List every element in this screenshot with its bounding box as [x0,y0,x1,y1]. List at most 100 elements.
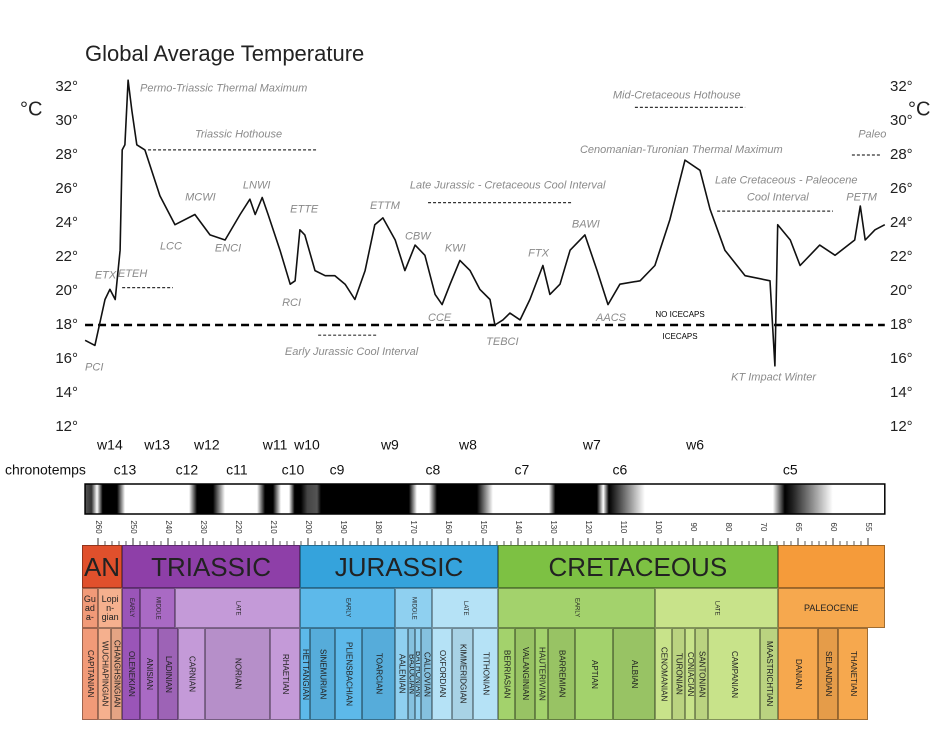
y-tick-label: 30° [55,112,78,129]
stage: ALBIAN [612,628,655,720]
stage: CENOMANIAN [654,628,672,720]
annotation: Late Jurassic - Cretaceous Cool Interval [410,180,606,192]
period [777,545,885,588]
stage: APTIAN [575,628,613,720]
y2-tick-label: 28° [890,146,913,163]
annotation: FTX [528,248,549,260]
stage: SELANDIAN [818,628,838,720]
annotation: PCI [85,361,103,373]
x-tick-label: 160 [444,520,453,534]
y-tick-label: 26° [55,180,78,197]
epoch: EARLY [498,588,655,628]
annotation: Cool Interval [747,191,809,203]
x-tick-label: 55 [864,523,873,532]
chronotemp-label: c10 [282,462,305,478]
y-tick-label: 16° [55,350,78,367]
x-tick-label: 110 [619,521,628,534]
chronotemp-bar [84,483,886,515]
y2-axis-label: °C [908,98,930,120]
stage: SANTONIAN [695,628,709,720]
stage: RHAETIAN [269,628,300,720]
stage: ANISIAN [140,628,158,720]
x-tick-label: 120 [584,520,593,534]
warm-interval-label: w9 [380,437,399,453]
x-tick-label: 180 [374,520,383,534]
annotation: LCC [160,241,182,253]
annotation: LNWI [243,180,271,192]
annotation: ENCI [215,242,241,254]
x-tick-label: 140 [514,520,523,534]
epoch: EARLY [122,588,140,628]
epoch: EARLY [299,588,396,628]
annotation: ETX [95,270,117,282]
x-tick-label: 130 [549,520,558,534]
y-tick-label: 12° [55,418,78,435]
warm-interval-label: w10 [293,437,320,453]
annotation: PETM [846,191,877,203]
stage: BAJOCIAN [408,628,416,720]
x-tick-label: 200 [304,520,313,534]
threshold-label: ICECAPS [662,332,697,341]
y-tick-label: 28° [55,146,78,163]
stage: CONIACIAN [684,628,696,720]
stage: PLIENSBACHIAN [334,628,362,720]
stage: HETTANGIAN [299,628,311,720]
annotation: TEBCI [486,336,518,348]
stage: OLENEKIAN [122,628,140,720]
epoch: Lopin-gian [98,588,123,628]
period: CRETACEOUS [498,545,778,588]
y2-tick-label: 14° [890,384,913,401]
y2-tick-label: 22° [890,248,913,265]
stage: LADINIAN [157,628,179,720]
chronotemps-label: chronotemps [5,462,86,478]
x-tick-label: 230 [199,520,208,534]
y2-tick-label: 20° [890,282,913,299]
period: TRIASSIC [122,545,300,588]
stage: OXFORDIAN [431,628,452,720]
chronotemp-label: c6 [612,462,627,478]
annotation: KWI [445,242,466,254]
y-tick-label: 32° [55,78,78,95]
chronotemp-label: c5 [783,462,798,478]
chronotemp-label: c9 [330,462,345,478]
y2-tick-label: 18° [890,316,913,333]
y2-tick-label: 26° [890,180,913,197]
annotation: Paleo [858,129,886,141]
annotation: Early Jurassic Cool Interval [285,346,419,358]
annotation: KT Impact Winter [731,372,817,384]
annotation: CCE [428,312,452,324]
x-tick-label: 90 [689,523,698,532]
epoch: MIDDLE [395,588,432,628]
stage: TURONIAN [672,628,685,720]
x-tick-label: 70 [759,523,768,532]
x-tick-label: 100 [654,520,663,534]
stage: HAUTERIVIAN [535,628,549,720]
stage: BERRIASIAN [498,628,515,720]
annotation: Late Cretaceous - Paleocene [715,174,857,186]
warm-interval-label: w7 [582,437,601,453]
y-tick-label: 22° [55,248,78,265]
stage: CARNIAN [178,628,206,720]
x-tick-label: 80 [724,523,733,532]
warm-interval-label: w11 [262,437,288,453]
stage: TOARCIAN [361,628,396,720]
annotation: Mid-Cretaceous Hothouse [613,89,741,101]
annotation: BAWI [572,219,600,231]
stage: BATHONIAN [415,628,422,720]
x-tick-label: 190 [339,520,348,534]
stage: MAASTRICHTIAN [759,628,778,720]
y2-tick-label: 30° [890,112,913,129]
warm-interval-label: w8 [458,437,477,453]
annotation: RCI [282,297,301,309]
stage: AALENIAN [395,628,409,720]
temperature-line [84,79,886,367]
warm-interval-label: w13 [143,437,170,453]
chart-title: Global Average Temperature [85,41,364,66]
stage: DANIAN [777,628,819,720]
chronotemp-label: c13 [114,462,137,478]
epoch: LATE [175,588,300,628]
annotation: ETEH [118,268,147,280]
y-tick-label: 14° [55,384,78,401]
y-tick-label: 20° [55,282,78,299]
